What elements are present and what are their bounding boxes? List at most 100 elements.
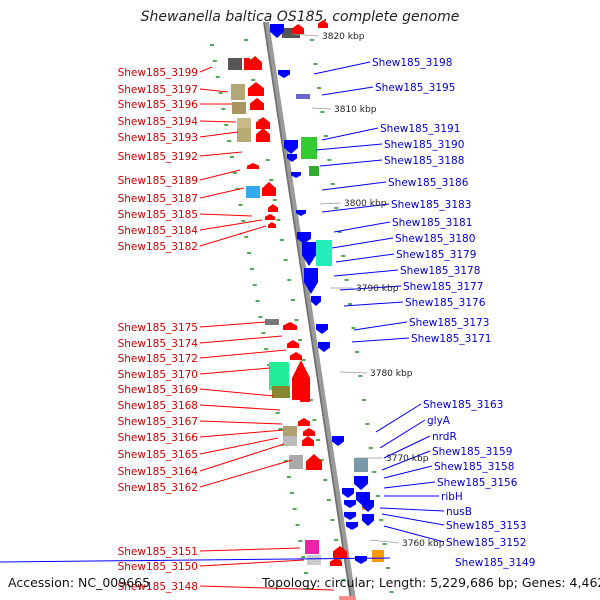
reverse-gene-label: Shew185_3181 [392,217,472,229]
leader-line [199,547,301,552]
reverse-gene-arrow [278,70,290,78]
reverse-gene-label: Shew185_3178 [400,265,480,277]
reverse-gene-label: Shew185_3186 [388,177,469,189]
forward-gene-arrow [262,182,276,196]
position-label: 3770 kbp [386,454,429,464]
gene-block [301,137,317,159]
gene-block [309,166,319,176]
forward-gene-label: Shew185_3167 [118,416,198,428]
leader-line [199,169,241,181]
reverse-gene-label: Shew185_3195 [375,82,455,94]
leader-line [199,367,271,375]
reverse-gene-label: Shew185_3152 [446,537,526,549]
reverse-gene-arrow [354,476,368,490]
leader-line [199,131,239,138]
leader-line [199,120,237,123]
reverse-gene-label: Shew185_3188 [384,155,464,167]
leader-line [383,525,445,543]
forward-gene-label: Shew185_3189 [118,175,198,187]
forward-gene-arrow [250,98,264,110]
leader-line [315,143,383,151]
forward-gene-label: Shew185_3165 [118,449,198,461]
position-label: 3810 kbp [334,105,377,115]
leader-line [339,285,402,291]
forward-gene-arrow [290,352,302,360]
reverse-gene-arrow [287,154,297,162]
forward-gene-arrow [248,56,262,70]
gene-block [272,386,290,398]
reverse-gene-label: Shew185_3156 [437,477,518,489]
reverse-gene-label: Shew185_3171 [411,333,491,345]
reverse-gene-label: Shew185_3191 [380,123,460,135]
reverse-gene-arrow [296,210,306,216]
topology-text: Topology: circular; Length: 5,229,686 bp… [262,575,600,590]
gene-glyph-layer [247,20,374,566]
forward-gene-arrow [287,340,299,348]
gene-block [228,58,242,70]
leader-line [199,187,245,199]
forward-gene-arrow [268,204,278,212]
forward-gene-arrow [247,163,259,169]
reverse-gene-label: Shew185_3183 [391,199,471,211]
reverse-gene-label: glyA [427,415,451,427]
reverse-gene-label: nusB [446,506,472,518]
leader-line [199,420,283,425]
forward-gene-label: Shew185_3162 [118,482,198,494]
leader-line [0,557,391,563]
backbone-edge [263,21,352,600]
forward-gene-label: Shew185_3172 [118,353,198,365]
leader-line [199,443,285,472]
forward-gene-label: Shew185_3170 [118,369,198,381]
leader-line [321,127,379,141]
leader-line [351,337,410,343]
forward-gene-arrow [300,394,310,402]
map-title: Shewanella baltica OS185, complete genom… [140,9,460,25]
leader-line [383,481,436,489]
reverse-gene-label: nrdR [432,431,457,443]
reverse-gene-arrow [344,512,356,520]
position-label-layer: 3820 kbp 3810 kbp 3800 kbp 3790 kbp 3780 kbp… [291,32,445,549]
gene-block [339,596,355,600]
reverse-gene-arrow [270,24,284,38]
reverse-gene-label: Shew185_3163 [423,399,503,411]
forward-gene-arrow [292,24,304,34]
gene-block [283,426,297,436]
leader-line [199,585,335,591]
gene-block [283,436,297,446]
reverse-gene-arrow [291,172,301,178]
gene-block [305,540,319,554]
forward-gene-label: Shew185_3175 [118,322,198,334]
gene-block [232,102,246,114]
position-tick [369,539,400,544]
reverse-gene-label: Shew185_3190 [384,139,464,151]
reverse-gene-arrow [362,500,374,512]
gene-block [244,58,250,70]
position-label: 3790 kbp [356,284,399,294]
forward-gene-label: Shew185_3197 [118,84,198,96]
leader-line [199,66,213,73]
leader-line-layer [0,61,445,591]
forward-gene-label: Shew185_3174 [118,338,199,350]
forward-gene-label: Shew185_3187 [118,193,198,205]
leader-line [383,465,433,479]
reverse-gene-arrow [332,436,344,446]
leader-line [379,419,426,449]
gene-block [354,458,368,472]
leader-line [379,507,445,512]
leader-line [199,335,283,344]
reverse-gene-arrow [316,324,328,334]
reverse-gene-label: ribH [441,491,463,503]
forward-gene-arrow [292,360,310,400]
forward-gene-label: Shew185_3150 [118,561,198,573]
reverse-gene-arrow [362,514,374,526]
leader-line [199,88,229,93]
gene-block [265,319,279,325]
position-tick [339,371,368,374]
gene-block [289,455,303,469]
leader-line [199,559,305,567]
gene-block-layer [228,28,384,600]
reverse-gene-arrow [311,296,321,306]
position-label: 3760 kbp [402,539,445,549]
forward-gene-label: Shew185_3199 [118,67,198,79]
